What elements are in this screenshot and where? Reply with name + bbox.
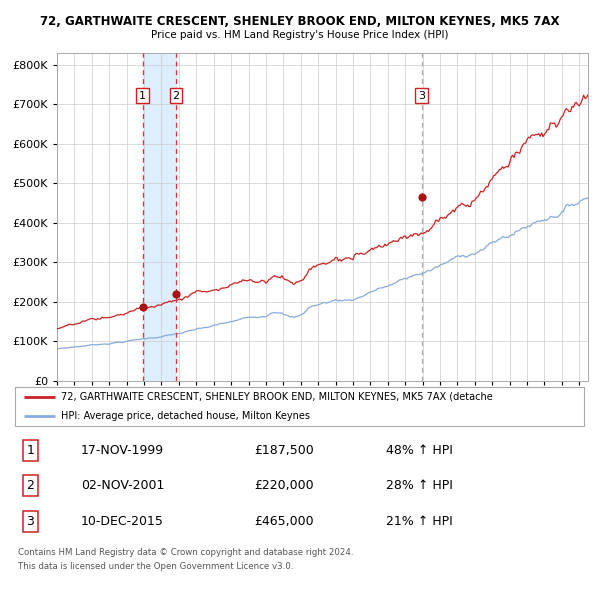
Text: Price paid vs. HM Land Registry's House Price Index (HPI): Price paid vs. HM Land Registry's House … bbox=[151, 30, 449, 40]
Text: HPI: Average price, detached house, Milton Keynes: HPI: Average price, detached house, Milt… bbox=[61, 411, 310, 421]
Text: £220,000: £220,000 bbox=[254, 478, 314, 492]
FancyBboxPatch shape bbox=[15, 387, 584, 426]
Text: 28% ↑ HPI: 28% ↑ HPI bbox=[386, 478, 453, 492]
Bar bbox=[143, 53, 176, 381]
Text: 72, GARTHWAITE CRESCENT, SHENLEY BROOK END, MILTON KEYNES, MK5 7AX: 72, GARTHWAITE CRESCENT, SHENLEY BROOK E… bbox=[40, 15, 560, 28]
Text: Contains HM Land Registry data © Crown copyright and database right 2024.: Contains HM Land Registry data © Crown c… bbox=[18, 548, 353, 556]
Point bbox=[417, 192, 427, 202]
Text: 2: 2 bbox=[173, 91, 179, 101]
Text: £465,000: £465,000 bbox=[254, 515, 314, 528]
Point bbox=[138, 302, 148, 312]
Text: 17-NOV-1999: 17-NOV-1999 bbox=[81, 444, 164, 457]
Text: 48% ↑ HPI: 48% ↑ HPI bbox=[386, 444, 453, 457]
Text: 21% ↑ HPI: 21% ↑ HPI bbox=[386, 515, 453, 528]
Text: 1: 1 bbox=[26, 444, 34, 457]
Text: 3: 3 bbox=[26, 515, 34, 528]
Text: 3: 3 bbox=[418, 91, 425, 101]
Text: 2: 2 bbox=[26, 478, 34, 492]
Text: 72, GARTHWAITE CRESCENT, SHENLEY BROOK END, MILTON KEYNES, MK5 7AX (detache: 72, GARTHWAITE CRESCENT, SHENLEY BROOK E… bbox=[61, 392, 493, 402]
Text: 02-NOV-2001: 02-NOV-2001 bbox=[81, 478, 164, 492]
Point bbox=[171, 289, 181, 299]
Text: This data is licensed under the Open Government Licence v3.0.: This data is licensed under the Open Gov… bbox=[18, 562, 293, 571]
Text: 1: 1 bbox=[139, 91, 146, 101]
Text: 10-DEC-2015: 10-DEC-2015 bbox=[81, 515, 164, 528]
Text: £187,500: £187,500 bbox=[254, 444, 314, 457]
